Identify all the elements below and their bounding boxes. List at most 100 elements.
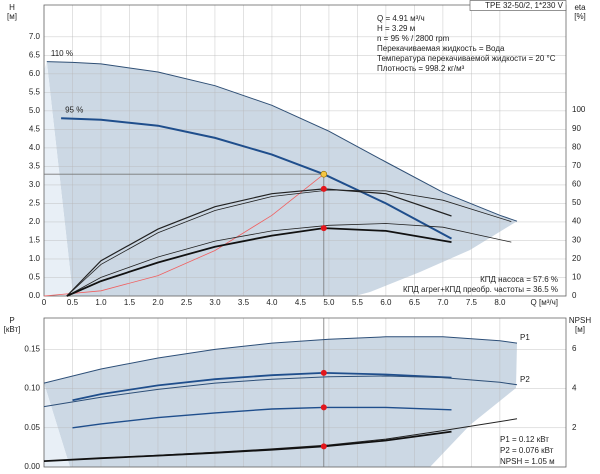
y-tick-label: 0.05 [24,423,40,432]
plot-frame [43,4,567,297]
y2-axis-label: NPSH [569,316,591,325]
curve [66,189,512,297]
y-axis-label: H [9,3,15,12]
operating-range [46,61,518,296]
y-axis-unit: [м] [7,12,17,21]
x-tick-label: 0 [42,298,47,307]
y-tick-label: 4.5 [29,125,41,134]
x-tick-label: 3.0 [209,298,221,307]
curve [72,406,452,429]
y2-tick-label: 70 [572,161,581,170]
x-tick-label: 6.0 [380,298,392,307]
curve-label: P1 [520,333,530,342]
operating-range [44,336,517,467]
curve [46,61,518,222]
curve [61,117,452,240]
y-tick-label: 0.00 [24,462,40,471]
x-tick-label: 4.5 [295,298,307,307]
chart-title: TPE 32-50/2, 1*230 V [485,1,563,10]
point-label: КПД агрег+КПД преобр. частоты = 36.5 % [403,285,558,294]
y2-axis-unit: [%] [574,12,586,21]
x-tick-label: 8.0 [494,298,506,307]
y-tick-label: 0.10 [24,384,40,393]
y-tick-label: 4.0 [29,143,41,152]
y-axis-unit: [кВт] [4,325,21,334]
curve [43,173,325,297]
curve [43,375,518,408]
annotation: n = 95 % / 2800 rpm [377,34,450,43]
y2-tick-label: 4 [572,383,577,392]
curve [43,430,452,462]
x-tick-label: 2.0 [152,298,164,307]
operating-point [320,185,327,192]
y2-tick-label: 30 [572,235,581,244]
x-tick-label: 5.5 [352,298,364,307]
y2-tick-label: 80 [572,142,581,151]
curve [66,223,512,297]
curve [66,227,452,297]
y2-axis-unit: [м] [575,325,585,334]
x-axis-label: Q [м³/ч] [531,298,558,307]
x-tick-label: 2.5 [181,298,193,307]
y2-tick-label: 90 [572,124,581,133]
point-label: NPSH = 1.05 м [500,457,555,466]
curve-label: P2 [520,375,530,384]
y2-tick-label: 0 [572,291,577,300]
x-tick-label: 7.0 [437,298,449,307]
x-tick-label: 1.0 [95,298,107,307]
y-tick-label: 0.0 [29,291,41,300]
x-tick-label: 5.0 [323,298,335,307]
y-tick-label: 2.5 [29,199,41,208]
y2-tick-label: 20 [572,254,581,263]
x-tick-label: 7.5 [466,298,478,307]
y2-tick-label: 40 [572,217,581,226]
curve [72,371,452,402]
curve-label: 110 % [51,49,73,58]
point-label: P1 = 0.12 кВт [500,435,549,444]
operating-point [320,170,328,178]
curve [66,188,452,297]
y2-tick-label: 100 [572,105,586,114]
operating-range-edge [44,383,70,467]
y-tick-label: 7.0 [29,32,41,41]
operating-point [320,369,327,376]
plot-frame [43,317,567,468]
y2-tick-label: 6 [572,344,577,353]
x-tick-label: 3.5 [238,298,250,307]
annotation: Q = 4.91 м³/ч [377,14,425,23]
point-label: P2 = 0.076 кВт [500,446,554,455]
operating-point [320,225,327,232]
y2-tick-label: 10 [572,273,581,282]
annotation: H = 3.29 м [377,24,415,33]
annotation: Плотность = 998.2 кг/м³ [377,64,465,73]
curve [43,336,518,384]
y-tick-label: 2.0 [29,217,41,226]
title-box [469,0,567,11]
operating-point [320,443,327,450]
annotation: Температура перекачиваемой жидкости = 20… [377,54,556,63]
curve-label: 95 % [65,105,83,114]
y-tick-label: 1.5 [29,236,41,245]
y-tick-label: 5.5 [29,87,41,96]
y2-tick-label: 2 [572,423,577,432]
x-tick-label: 6.5 [409,298,421,307]
operating-point [320,404,327,411]
point-label: КПД насоса = 57.6 % [480,275,558,284]
operating-range-edge [44,61,73,296]
y-tick-label: 0.15 [24,344,40,353]
y-axis-label: P [9,316,14,325]
x-tick-label: 4.0 [266,298,278,307]
y-tick-label: 1.0 [29,254,41,263]
annotation: Перекачиваемая жидкость = Вода [377,44,505,53]
x-tick-label: 1.5 [124,298,136,307]
y-tick-label: 6.5 [29,50,41,59]
y2-axis-label: eta [574,3,586,12]
y-tick-label: 3.5 [29,162,41,171]
y2-tick-label: 60 [572,180,581,189]
y-tick-label: 3.0 [29,180,41,189]
y2-tick-label: 50 [572,198,581,207]
y-tick-label: 5.0 [29,106,41,115]
y-tick-label: 6.0 [29,69,41,78]
y-tick-label: 0.5 [29,273,41,282]
